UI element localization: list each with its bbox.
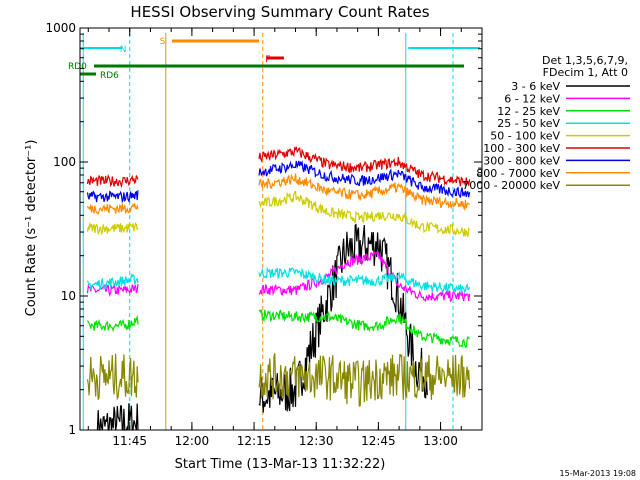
series-line bbox=[258, 146, 471, 187]
series-line bbox=[86, 203, 139, 216]
axes: 1 10 100 1000 11:45 12:00 12:15 12:30 12:45 13:00 bbox=[45, 21, 483, 448]
data-series bbox=[86, 146, 471, 431]
legend-entry: 800 - 7000 keV bbox=[476, 167, 560, 180]
y-axis-label: Count Rate (s⁻¹ detector⁻¹) bbox=[24, 140, 39, 317]
chart-title: HESSI Observing Summary Count Rates bbox=[130, 3, 429, 21]
x-tick-label: 12:00 bbox=[175, 434, 210, 448]
series-line bbox=[258, 191, 471, 238]
series-line bbox=[258, 309, 470, 348]
y-tick-label: 100 bbox=[53, 155, 76, 169]
legend-entry: 6 - 12 keV bbox=[504, 92, 560, 105]
series-line bbox=[86, 353, 139, 401]
series-line bbox=[86, 283, 139, 298]
legend: Det 1,3,5,6,7,9,FDecim 1, Att 03 - 6 keV… bbox=[462, 54, 630, 192]
legend-entry: 7000 - 20000 keV bbox=[462, 179, 560, 192]
x-tick-label: 12:30 bbox=[299, 434, 334, 448]
series-line bbox=[86, 174, 139, 189]
x-tick-label: 13:00 bbox=[423, 434, 458, 448]
series-line bbox=[96, 403, 139, 431]
flag-label: S bbox=[160, 37, 166, 47]
x-axis-label: Start Time (13-Mar-13 11:32:22) bbox=[175, 457, 386, 472]
series-line bbox=[86, 190, 139, 204]
series-line bbox=[258, 353, 471, 407]
legend-entry: 3 - 6 keV bbox=[511, 80, 560, 93]
series-line bbox=[258, 160, 471, 198]
flag-label: N bbox=[120, 45, 127, 55]
legend-entry: 50 - 100 keV bbox=[490, 130, 560, 143]
flag-label: F bbox=[265, 55, 270, 65]
legend-entry: 300 - 800 keV bbox=[483, 154, 560, 167]
x-tick-label: 12:15 bbox=[237, 434, 272, 448]
legend-header: Det 1,3,5,6,7,9, bbox=[542, 54, 628, 67]
y-tick-label: 1000 bbox=[45, 21, 76, 35]
legend-entry: 12 - 25 keV bbox=[497, 105, 560, 118]
legend-entry: 100 - 300 keV bbox=[483, 142, 560, 155]
timestamp: 15-Mar-2013 19:08 bbox=[560, 469, 637, 478]
legend-entry: 25 - 50 keV bbox=[497, 117, 560, 130]
series-line bbox=[258, 266, 471, 295]
series-line bbox=[258, 173, 470, 211]
flag-label: RD6 bbox=[100, 71, 119, 81]
series-line bbox=[258, 248, 471, 303]
legend-header: FDecim 1, Att 0 bbox=[543, 66, 628, 79]
x-tick-label: 11:45 bbox=[112, 434, 147, 448]
plot-frame bbox=[79, 27, 483, 431]
series-line bbox=[86, 272, 139, 291]
y-tick-label: 1 bbox=[68, 423, 76, 437]
x-tick-label: 12:45 bbox=[361, 434, 396, 448]
series-line bbox=[86, 314, 139, 333]
flag-label: RD0 bbox=[68, 62, 87, 72]
y-tick-label: 10 bbox=[61, 289, 76, 303]
series-line bbox=[86, 221, 139, 236]
